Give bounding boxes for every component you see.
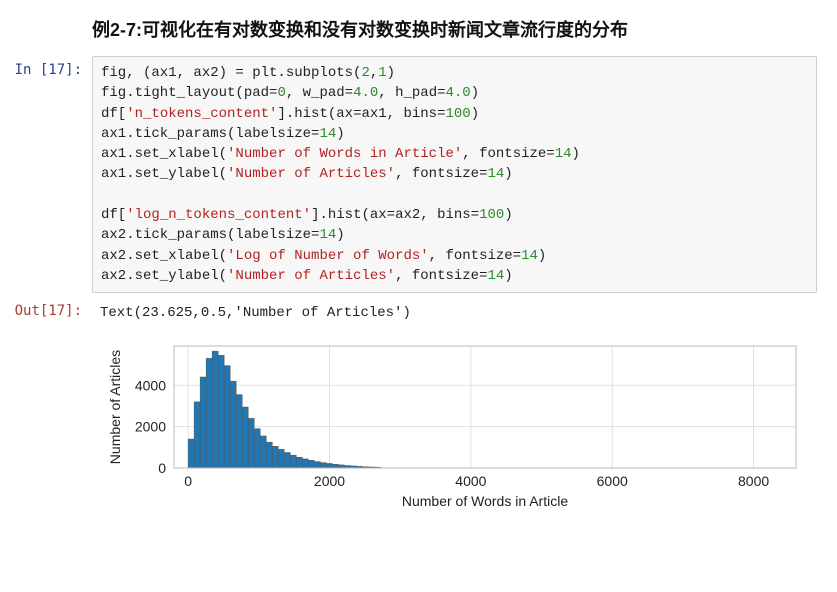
code-text: ].hist(ax=ax1, bins= (277, 106, 445, 122)
code-text: ) (387, 65, 395, 81)
out-prompt: Out[17]: (0, 297, 92, 319)
histogram-bar (278, 449, 284, 468)
histogram-bar (308, 460, 314, 468)
histogram-bar (260, 436, 266, 468)
code-number: 0 (277, 85, 285, 101)
histogram-bar (320, 462, 326, 467)
histogram-bar (218, 355, 224, 468)
code-text: , w_pad= (286, 85, 353, 101)
code-text: ) (471, 85, 479, 101)
code-number: 14 (319, 227, 336, 243)
histogram-bar (230, 381, 236, 468)
histogram-bar (284, 452, 290, 468)
histogram-bar (266, 442, 272, 468)
histogram-bar (296, 457, 302, 468)
code-text: , fontsize= (395, 166, 487, 182)
output-cell: Out[17]: Text(23.625,0.5,'Number of Arti… (0, 297, 837, 329)
code-text: , fontsize= (395, 268, 487, 284)
x-tick-label: 2000 (314, 473, 345, 489)
code-block[interactable]: fig, (ax1, ax2) = plt.subplots(2,1) fig.… (92, 56, 817, 293)
code-string: 'Number of Words in Article' (227, 146, 462, 162)
output-text: Text(23.625,0.5,'Number of Articles') (92, 297, 837, 329)
y-tick-label: 0 (158, 460, 166, 476)
code-text: ) (336, 126, 344, 142)
code-text: , fontsize= (462, 146, 554, 162)
code-text: ) (572, 146, 580, 162)
histogram-bar (248, 418, 254, 468)
x-tick-label: 8000 (738, 473, 769, 489)
y-axis-label: Number of Articles (107, 349, 123, 463)
histogram-bar (326, 463, 332, 468)
code-number: 4.0 (353, 85, 378, 101)
code-text: ax2.set_ylabel( (101, 268, 227, 284)
code-text: ) (504, 166, 512, 182)
histogram-bar (194, 401, 200, 467)
histogram-bar (332, 464, 338, 468)
code-number: 2 (361, 65, 369, 81)
input-cell: In [17]: fig, (ax1, ax2) = plt.subplots(… (0, 56, 837, 293)
x-tick-label: 6000 (597, 473, 628, 489)
code-string: 'Number of Articles' (227, 268, 395, 284)
code-text: ax1.set_xlabel( (101, 146, 227, 162)
histogram-bar (200, 377, 206, 468)
histogram-bar (212, 351, 218, 468)
code-text: ) (504, 207, 512, 223)
code-string: 'Log of Number of Words' (227, 248, 429, 264)
chart-svg: 0 2000 4000 6000 8000 0 2000 4000 Number of Word… (98, 340, 810, 512)
code-text: , fontsize= (429, 248, 521, 264)
code-number: 14 (487, 166, 504, 182)
histogram-bar (206, 358, 212, 468)
histogram-bar (242, 407, 248, 468)
code-number: 14 (521, 248, 538, 264)
histogram-bar (290, 455, 296, 468)
code-text: ) (471, 106, 479, 122)
code-text: df[ (101, 106, 126, 122)
histogram-bar (302, 458, 308, 467)
histogram-bar (314, 461, 320, 467)
x-axis-label: Number of Words in Article (402, 493, 568, 509)
code-number: 14 (319, 126, 336, 142)
x-tick-label: 0 (184, 473, 192, 489)
code-text: , h_pad= (378, 85, 445, 101)
histogram-bar (272, 446, 278, 468)
code-text: ) (336, 227, 344, 243)
code-text: ].hist(ax=ax2, bins= (311, 207, 479, 223)
y-tick-label: 4000 (135, 377, 166, 393)
code-text: ) (504, 268, 512, 284)
code-text: ) (538, 248, 546, 264)
code-number: 14 (555, 146, 572, 162)
x-tick-label: 4000 (455, 473, 486, 489)
code-string: 'Number of Articles' (227, 166, 395, 182)
histogram-bar (224, 365, 230, 467)
y-tick-label: 2000 (135, 418, 166, 434)
code-number: 4.0 (446, 85, 471, 101)
code-text: fig, (ax1, ax2) = plt.subplots( (101, 65, 361, 81)
code-text: ax1.set_ylabel( (101, 166, 227, 182)
page-title: 例2-7:可视化在有对数变换和没有对数变换时新闻文章流行度的分布 (92, 16, 837, 42)
code-text: , (370, 65, 378, 81)
code-text: ax1.tick_params(labelsize= (101, 126, 319, 142)
code-text: fig.tight_layout(pad= (101, 85, 277, 101)
code-number: 14 (487, 268, 504, 284)
code-number: 100 (479, 207, 504, 223)
code-text: df[ (101, 207, 126, 223)
code-number: 1 (378, 65, 386, 81)
histogram-chart: 0 2000 4000 6000 8000 0 2000 4000 Number of Word… (98, 340, 810, 512)
code-text: ax2.set_xlabel( (101, 248, 227, 264)
code-string: 'n_tokens_content' (126, 106, 277, 122)
code-string: 'log_n_tokens_content' (126, 207, 311, 223)
histogram-bar (254, 428, 260, 467)
histogram-bar (188, 439, 194, 468)
code-text: ax2.tick_params(labelsize= (101, 227, 319, 243)
in-prompt: In [17]: (0, 56, 92, 78)
histogram-bar (236, 394, 242, 467)
code-number: 100 (445, 106, 470, 122)
